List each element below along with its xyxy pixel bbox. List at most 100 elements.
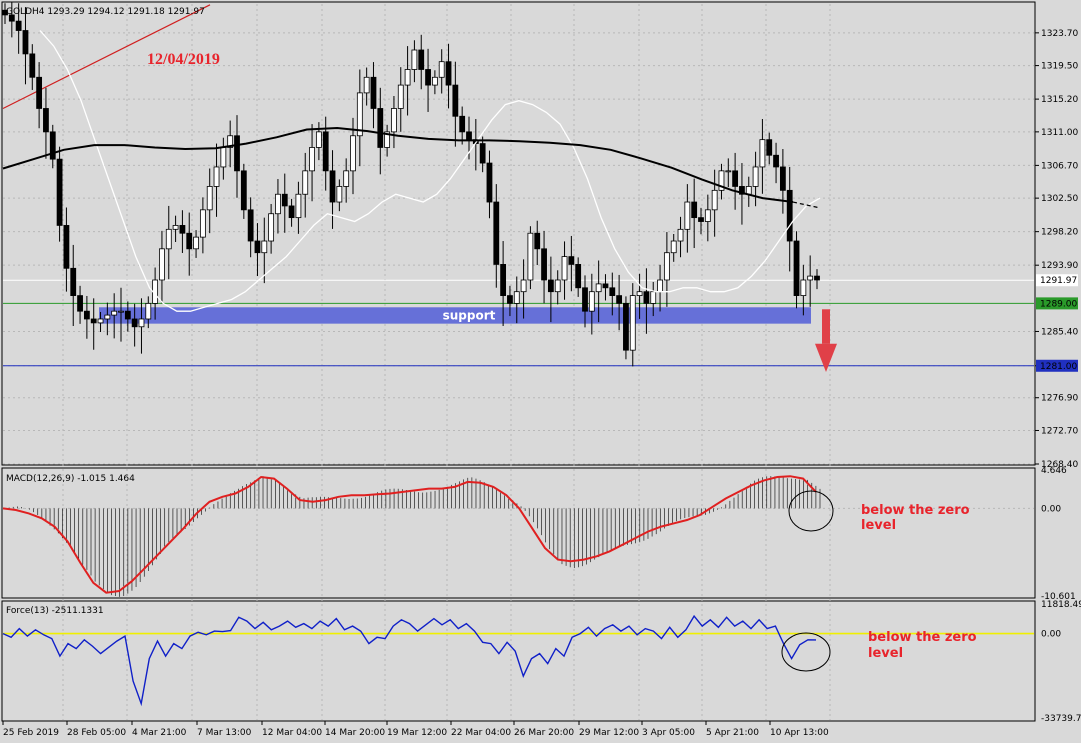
force-highlight-circle	[781, 632, 831, 672]
candle	[77, 295, 83, 312]
candle	[541, 248, 547, 281]
x-tick-label: 3 Apr 05:00	[642, 728, 695, 738]
force-panel-frame	[1, 600, 1036, 722]
moving-average-slow	[2, 126, 794, 203]
candle	[479, 143, 486, 164]
candle	[595, 283, 602, 293]
candle	[670, 240, 677, 254]
candle	[234, 135, 240, 172]
y-tick-label: 1285.40	[1041, 327, 1078, 337]
force-y-tick-label: 0.00	[1041, 630, 1061, 640]
macd-y-tick-label: 0.00	[1041, 504, 1061, 514]
candle	[800, 279, 807, 296]
candle	[97, 318, 104, 324]
candle	[575, 264, 582, 289]
candle	[90, 318, 97, 324]
macd-panel-frame	[1, 467, 1036, 599]
candle	[411, 49, 418, 70]
force-header: Force(13) -2511.1331	[6, 606, 104, 616]
candle	[814, 275, 820, 281]
x-tick-label: 4 Mar 21:00	[132, 728, 187, 738]
candle	[459, 115, 466, 133]
candle	[111, 310, 118, 316]
candle	[356, 92, 363, 137]
candle	[8, 14, 15, 22]
candle	[527, 232, 534, 281]
axes: 1323.70 1319.50 1315.20 1311.00 1306.70 1302.…	[2, 29, 1081, 738]
moving-average-fast	[39, 30, 821, 312]
candle	[554, 279, 561, 293]
macd-panel[interactable]	[2, 475, 1034, 597]
price-panel[interactable]: support	[2, 2, 1035, 372]
candle	[302, 170, 309, 195]
candle	[43, 108, 49, 133]
force-y-tick-label: -33739.76	[1041, 714, 1081, 724]
candle	[240, 170, 247, 211]
y-tick-label: 1319.50	[1041, 62, 1078, 72]
candle	[445, 61, 452, 86]
forecast-arrow-head	[815, 343, 837, 372]
candle	[616, 295, 623, 304]
x-tick-label: 29 Mar 12:00	[579, 728, 639, 738]
candle	[793, 240, 800, 296]
candle	[520, 279, 527, 293]
candle	[131, 318, 138, 328]
candle	[752, 166, 759, 187]
candle	[711, 189, 718, 211]
candle	[370, 76, 377, 109]
x-tick-label: 25 Feb 2019	[3, 728, 59, 738]
x-tick-label: 7 Mar 13:00	[197, 728, 252, 738]
candle	[704, 209, 711, 222]
support-label: support	[443, 308, 496, 322]
candle	[159, 248, 165, 281]
macd-annotation-line1: below the zero	[861, 503, 970, 518]
candle	[698, 217, 704, 222]
candle	[56, 158, 63, 226]
macd-highlight-circle	[788, 490, 834, 532]
x-tick-label: 14 Mar 20:00	[325, 728, 385, 738]
x-tick-label: 19 Mar 12:00	[387, 728, 447, 738]
macd-y-tick-label: -10.601	[1041, 592, 1076, 602]
candle	[104, 314, 111, 320]
candle	[466, 131, 472, 141]
candle	[220, 147, 227, 168]
x-tick-label: 26 Mar 20:00	[514, 728, 574, 738]
candle	[268, 213, 275, 242]
x-tick-label: 5 Apr 21:00	[706, 728, 759, 738]
candle	[588, 291, 595, 312]
y-tick-label: 1293.90	[1041, 261, 1078, 271]
candle	[49, 131, 56, 160]
macd-header: MACD(12,26,9) -1.015 1.464	[6, 474, 135, 484]
candle	[186, 232, 193, 250]
candle	[309, 147, 315, 172]
y-tick-label: 1323.70	[1041, 29, 1078, 39]
candle	[663, 252, 670, 281]
forecast-arrow-shaft	[822, 309, 830, 344]
candle	[165, 228, 172, 250]
candle	[773, 154, 779, 168]
current-price-tag: 1291.97	[1040, 276, 1077, 286]
support-price-tag: 1289.00	[1040, 299, 1077, 309]
y-tick-label: 1306.70	[1041, 161, 1078, 171]
candle	[431, 76, 438, 86]
candle	[315, 131, 322, 148]
candle	[22, 30, 29, 55]
macd-annotation-line2: level	[861, 518, 896, 533]
candle	[629, 295, 636, 351]
candle	[582, 287, 588, 312]
candle	[363, 76, 370, 94]
date-annotation: 12/04/2019	[147, 51, 220, 68]
candle	[63, 225, 70, 269]
candle	[199, 209, 206, 238]
candle	[384, 131, 391, 148]
current-price-tag-bg	[1036, 274, 1078, 287]
y-tick-label: 1268.40	[1041, 460, 1078, 470]
candle	[247, 209, 254, 242]
y-tick-label: 1302.50	[1041, 194, 1078, 204]
candle	[36, 76, 43, 109]
candle	[336, 186, 343, 203]
force-panel[interactable]	[2, 614, 1034, 707]
